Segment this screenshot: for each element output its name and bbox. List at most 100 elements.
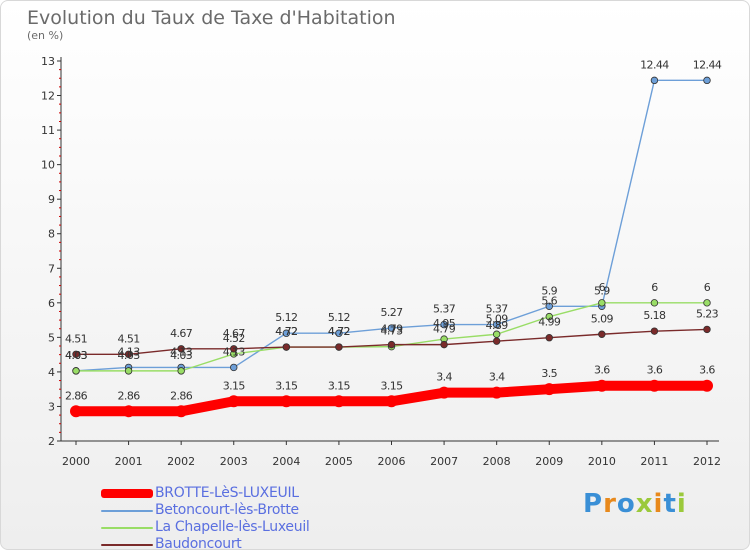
x-tick-label: 2003 <box>220 455 248 468</box>
proxiti-logo: Proxiti <box>583 489 687 519</box>
data-label: 2.86 <box>170 389 193 402</box>
x-tick-label: 2005 <box>325 455 353 468</box>
y-tick-label: 3 <box>48 400 55 413</box>
data-point <box>122 405 135 418</box>
x-tick-label: 2012 <box>693 455 721 468</box>
y-tick-label: 5 <box>48 331 55 344</box>
x-tick-label: 2007 <box>430 455 458 468</box>
legend-label: Betoncourt-lès-Brotte <box>155 502 299 518</box>
data-label: 4.13 <box>118 345 141 358</box>
data-point <box>545 334 553 342</box>
data-label: 4.13 <box>170 345 193 358</box>
logo-letter: P <box>583 489 604 519</box>
logo-letter: t <box>663 489 677 519</box>
data-label: 3.15 <box>275 379 298 392</box>
data-point <box>650 76 659 85</box>
data-point <box>545 302 553 310</box>
data-point <box>440 340 448 349</box>
data-point <box>72 367 80 375</box>
data-label: 4.13 <box>223 345 246 358</box>
data-label: 6 <box>599 281 606 294</box>
data-point <box>280 395 293 408</box>
y-tick-label: 8 <box>48 228 55 241</box>
data-point <box>387 324 396 332</box>
x-tick-label: 2010 <box>588 455 616 468</box>
data-label: 4.52 <box>223 332 245 345</box>
chart-title: Evolution du Taux de Taxe d'Habitation <box>27 7 396 29</box>
data-label: 6 <box>704 281 711 294</box>
y-tick-label: 2 <box>48 435 55 448</box>
data-label: 3.6 <box>647 364 663 377</box>
data-label: 3.4 <box>489 371 505 384</box>
data-label: 4.03 <box>118 349 141 362</box>
data-point <box>703 76 711 85</box>
data-label: 5.09 <box>486 312 509 325</box>
data-point <box>282 343 291 351</box>
data-label: 4.51 <box>65 332 87 345</box>
data-label: 4.03 <box>65 349 88 362</box>
data-label: 3.15 <box>380 379 403 392</box>
logo-letter: i <box>676 489 687 519</box>
x-tick-label: 2008 <box>483 455 511 468</box>
data-labels: 2.86 2.86 2.86 3.15 3.15 3.15 3.15 3.4 3.4 3.5 3.6… <box>65 58 722 402</box>
data-point <box>335 343 343 351</box>
data-point <box>387 340 396 349</box>
logo-letter: x <box>635 489 654 519</box>
legend-swatch <box>101 544 153 546</box>
data-label: 5.9 <box>541 284 557 297</box>
data-point <box>177 345 185 353</box>
data-label: 4.03 <box>170 349 193 362</box>
y-tick-label: 6 <box>48 297 55 310</box>
chart-axes: 2 3 4 5 6 7 8 9 10 11 12 13 2000 2001 2002 2003 2004 2005… <box>41 55 721 468</box>
data-point <box>545 312 553 321</box>
legend-label: BROTTE-LèS-LUXEUIL <box>155 485 299 501</box>
data-point <box>175 405 188 418</box>
data-point <box>703 299 711 307</box>
data-label: 6 <box>651 281 658 294</box>
data-label: 4.73 <box>380 325 403 338</box>
data-point <box>124 350 133 358</box>
data-label: 4.95 <box>433 317 456 330</box>
data-point <box>595 379 608 392</box>
x-tick-label: 2006 <box>378 455 406 468</box>
data-point <box>543 383 556 396</box>
data-label: 4.79 <box>380 323 403 336</box>
data-label: 5.27 <box>380 306 403 319</box>
series-points <box>70 76 713 418</box>
logo-letter: o <box>616 489 636 519</box>
y-tick-label: 9 <box>48 193 55 206</box>
data-label: 4.99 <box>538 316 561 329</box>
data-label: 5.18 <box>643 309 666 322</box>
legend-label: Baudoncourt <box>155 536 242 550</box>
data-point <box>230 363 238 372</box>
legend-swatch <box>101 489 153 498</box>
data-point <box>230 345 238 353</box>
y-tick-label: 12 <box>41 90 55 103</box>
data-label: 5.9 <box>594 284 610 297</box>
data-point <box>227 395 240 408</box>
data-point <box>703 325 711 334</box>
logo-letter: r <box>603 489 617 519</box>
data-label: 4.03 <box>65 349 88 362</box>
data-label: 4.51 <box>118 332 140 345</box>
data-point <box>332 395 345 408</box>
data-label: 3.6 <box>594 364 610 377</box>
data-point <box>648 379 661 392</box>
data-point <box>335 329 343 337</box>
x-tick-label: 2000 <box>62 455 90 468</box>
x-tick-label: 2002 <box>167 455 195 468</box>
data-point <box>124 367 133 375</box>
data-point <box>282 329 291 337</box>
data-label: 5.12 <box>275 311 297 324</box>
data-point <box>598 299 606 307</box>
data-point <box>177 367 185 375</box>
data-point <box>70 405 82 418</box>
data-label: 4.67 <box>223 327 246 340</box>
data-label: 2.86 <box>65 389 88 402</box>
data-point <box>385 395 398 408</box>
data-label: 5.23 <box>696 307 719 320</box>
data-label: 4.67 <box>170 327 193 340</box>
data-label: 3.5 <box>541 367 557 380</box>
